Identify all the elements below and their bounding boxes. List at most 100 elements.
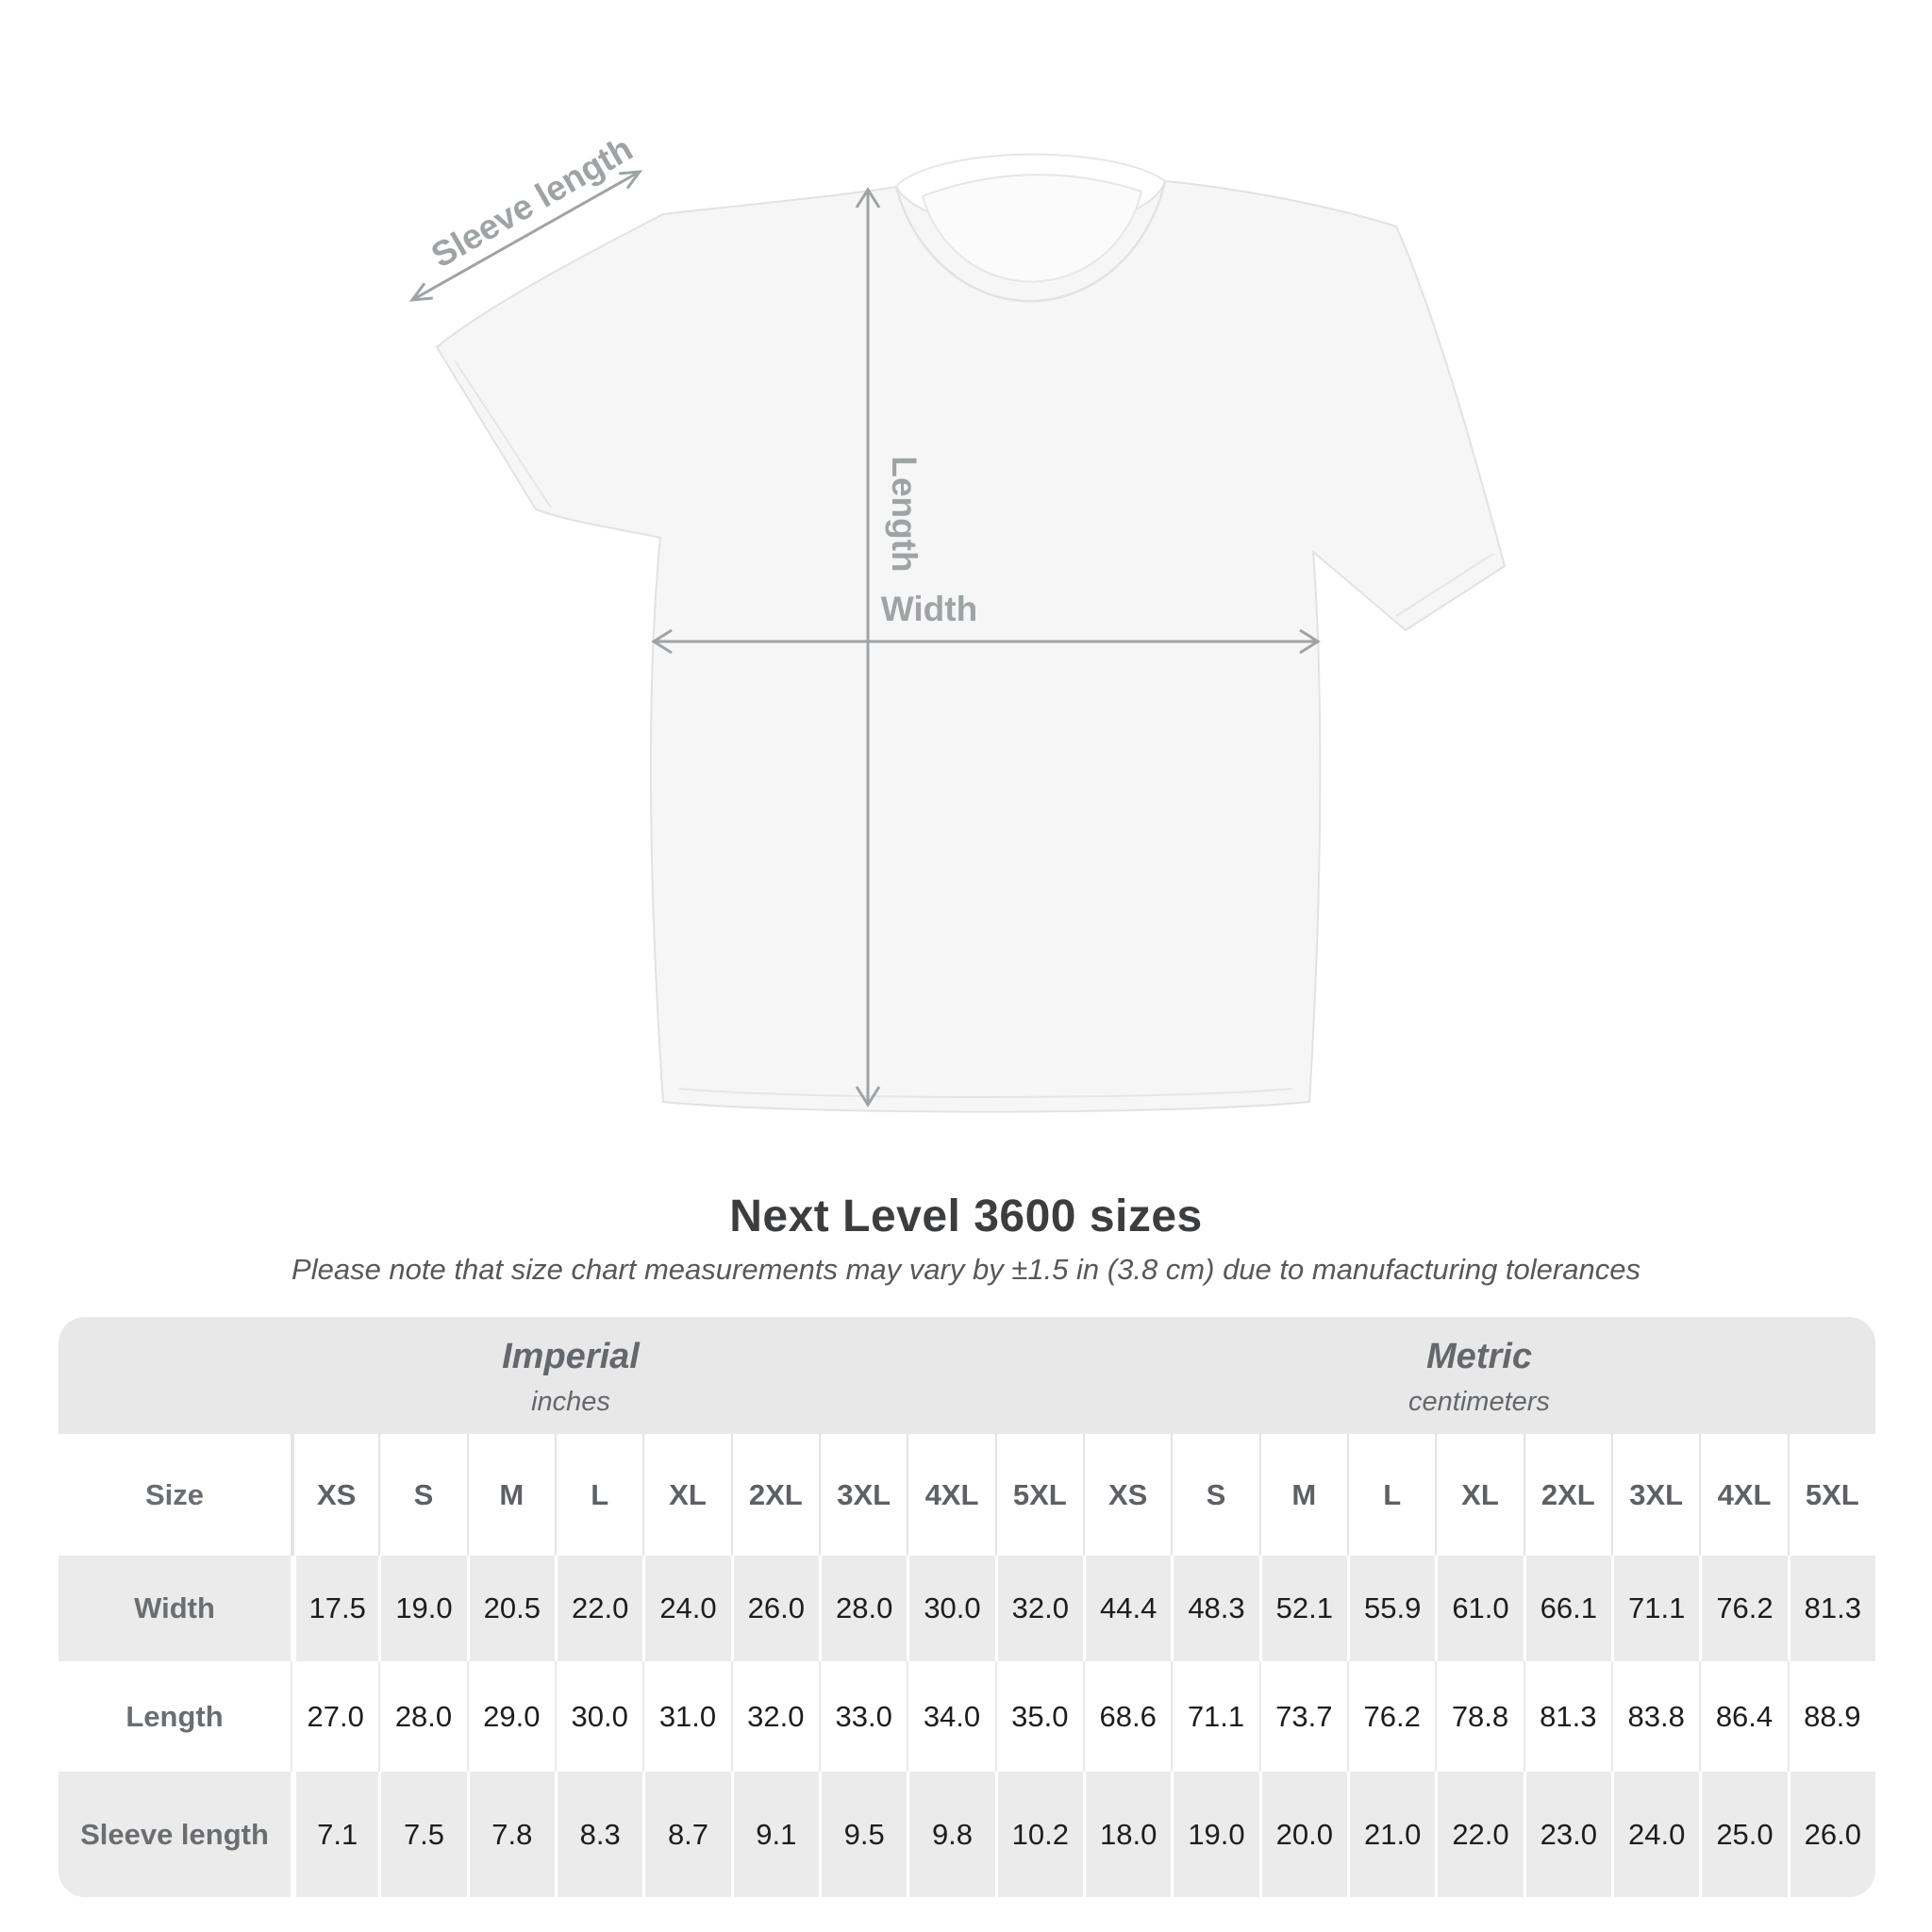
value-cell: 88.9 — [1787, 1661, 1875, 1772]
value-cell: 7.5 — [378, 1772, 466, 1897]
size-header-cell: XL — [642, 1434, 730, 1556]
size-header-cell: L — [555, 1434, 642, 1556]
size-header-cell: 3XL — [819, 1434, 907, 1556]
imperial-unit-label: inches — [531, 1387, 610, 1417]
value-cell: 32.0 — [730, 1661, 819, 1772]
value-cell: 10.2 — [994, 1772, 1083, 1897]
imperial-label: Imperial — [502, 1337, 640, 1376]
value-cell: 9.8 — [907, 1772, 994, 1897]
width-label: Width — [881, 590, 977, 628]
value-cell: 9.5 — [819, 1772, 907, 1897]
metric-group-header: Metric centimeters — [1083, 1317, 1875, 1434]
value-cell: 23.0 — [1523, 1772, 1611, 1897]
value-cell: 81.3 — [1787, 1556, 1875, 1661]
neck-opening — [921, 174, 1143, 283]
width-arrow — [651, 628, 1321, 655]
collar-band — [894, 180, 1167, 303]
table-row: Width 17.5 19.0 20.5 22.0 24.0 26.0 28.0 30.0 32.… — [58, 1556, 1875, 1661]
value-cell: 78.8 — [1435, 1661, 1523, 1772]
table-row: Length 27.0 28.0 29.0 30.0 31.0 32.0 33.0 34.0 35… — [58, 1661, 1875, 1772]
value-cell: 8.3 — [555, 1772, 642, 1897]
value-cell: 44.4 — [1083, 1556, 1171, 1661]
value-cell: 24.0 — [1611, 1772, 1699, 1897]
value-cell: 17.5 — [291, 1556, 378, 1661]
collar-back-edge — [895, 153, 1166, 188]
size-header-cell: S — [378, 1434, 466, 1556]
value-cell: 22.0 — [1435, 1772, 1523, 1897]
metric-label: Metric — [1426, 1337, 1532, 1376]
sleeve-length-arrow — [408, 170, 643, 302]
length-label: Length — [885, 456, 924, 572]
row-label: Sleeve length — [80, 1817, 269, 1851]
value-cell: 83.8 — [1611, 1661, 1699, 1772]
value-cell: 52.1 — [1258, 1556, 1347, 1661]
size-header-cell: S — [1171, 1434, 1258, 1556]
size-header-cell: M — [466, 1434, 555, 1556]
value-cell: 32.0 — [994, 1556, 1083, 1661]
page-title: Next Level 3600 sizes — [729, 1191, 1203, 1241]
value-cell: 68.6 — [1083, 1661, 1171, 1772]
size-header-cell: XS — [1083, 1434, 1171, 1556]
value-cell: 19.0 — [378, 1556, 466, 1661]
value-cell: 61.0 — [1435, 1556, 1523, 1661]
tshirt-silhouette — [435, 179, 1507, 1113]
table-row: Sleeve length 7.1 7.5 7.8 8.3 8.7 9.1 9.5 9.8 10.… — [58, 1772, 1875, 1897]
value-cell: 73.7 — [1258, 1661, 1347, 1772]
value-cell: 48.3 — [1171, 1556, 1258, 1661]
size-header-cell: 5XL — [994, 1434, 1083, 1556]
value-cell: 8.7 — [642, 1772, 730, 1897]
tshirt-diagram: Sleeve length Length Width — [396, 123, 1557, 1179]
value-cell: 26.0 — [730, 1556, 819, 1661]
value-cell: 86.4 — [1699, 1661, 1787, 1772]
value-cell: 31.0 — [642, 1661, 730, 1772]
value-cell: 7.1 — [291, 1772, 378, 1897]
size-header-cell: 4XL — [1699, 1434, 1787, 1556]
size-header-cell: 4XL — [907, 1434, 994, 1556]
value-cell: 33.0 — [819, 1661, 907, 1772]
value-cell: 81.3 — [1523, 1661, 1611, 1772]
value-cell: 66.1 — [1523, 1556, 1611, 1661]
value-cell: 25.0 — [1699, 1772, 1787, 1897]
value-cell: 24.0 — [642, 1556, 730, 1661]
value-cell: 30.0 — [555, 1661, 642, 1772]
value-cell: 28.0 — [378, 1661, 466, 1772]
value-cell: 27.0 — [291, 1661, 378, 1772]
value-cell: 76.2 — [1347, 1661, 1435, 1772]
value-cell: 20.5 — [466, 1556, 555, 1661]
length-arrow — [855, 187, 881, 1108]
hem-seam — [678, 1088, 1293, 1098]
row-label: Width — [134, 1591, 215, 1624]
value-cell: 22.0 — [555, 1556, 642, 1661]
size-header-cell: 2XL — [730, 1434, 819, 1556]
value-cell: 76.2 — [1699, 1556, 1787, 1661]
size-column-header: Size — [144, 1477, 205, 1511]
row-label: Length — [125, 1699, 224, 1733]
value-cell: 71.1 — [1171, 1661, 1258, 1772]
value-cell: 18.0 — [1083, 1772, 1171, 1897]
value-cell: 21.0 — [1347, 1772, 1435, 1897]
imperial-group-header: Imperial inches — [58, 1317, 1083, 1434]
size-header-cell: M — [1258, 1434, 1347, 1556]
left-cuff-seam — [454, 359, 552, 508]
value-cell: 29.0 — [466, 1661, 555, 1772]
value-cell: 30.0 — [907, 1556, 994, 1661]
size-header-cell: XS — [291, 1434, 378, 1556]
size-header-cell: 5XL — [1787, 1434, 1875, 1556]
right-cuff-seam — [1395, 553, 1494, 617]
value-cell: 35.0 — [994, 1661, 1083, 1772]
value-cell: 9.1 — [730, 1772, 819, 1897]
metric-unit-label: centimeters — [1408, 1387, 1550, 1417]
size-header-row: Size XS S M L XL 2XL 3XL 4XL 5XL XS S M L XL 2XL 3XL 4XL 5… — [58, 1434, 1875, 1556]
value-cell: 71.1 — [1611, 1556, 1699, 1661]
size-header-cell: 3XL — [1611, 1434, 1699, 1556]
value-cell: 20.0 — [1258, 1772, 1347, 1897]
tolerance-note: Please note that size chart measurements… — [291, 1253, 1641, 1286]
value-cell: 19.0 — [1171, 1772, 1258, 1897]
value-cell: 34.0 — [907, 1661, 994, 1772]
value-cell: 55.9 — [1347, 1556, 1435, 1661]
value-cell: 28.0 — [819, 1556, 907, 1661]
size-header-cell: 2XL — [1523, 1434, 1611, 1556]
value-cell: 7.8 — [466, 1772, 555, 1897]
size-table: Imperial inches Metric centimeters Size X… — [58, 1317, 1875, 1897]
